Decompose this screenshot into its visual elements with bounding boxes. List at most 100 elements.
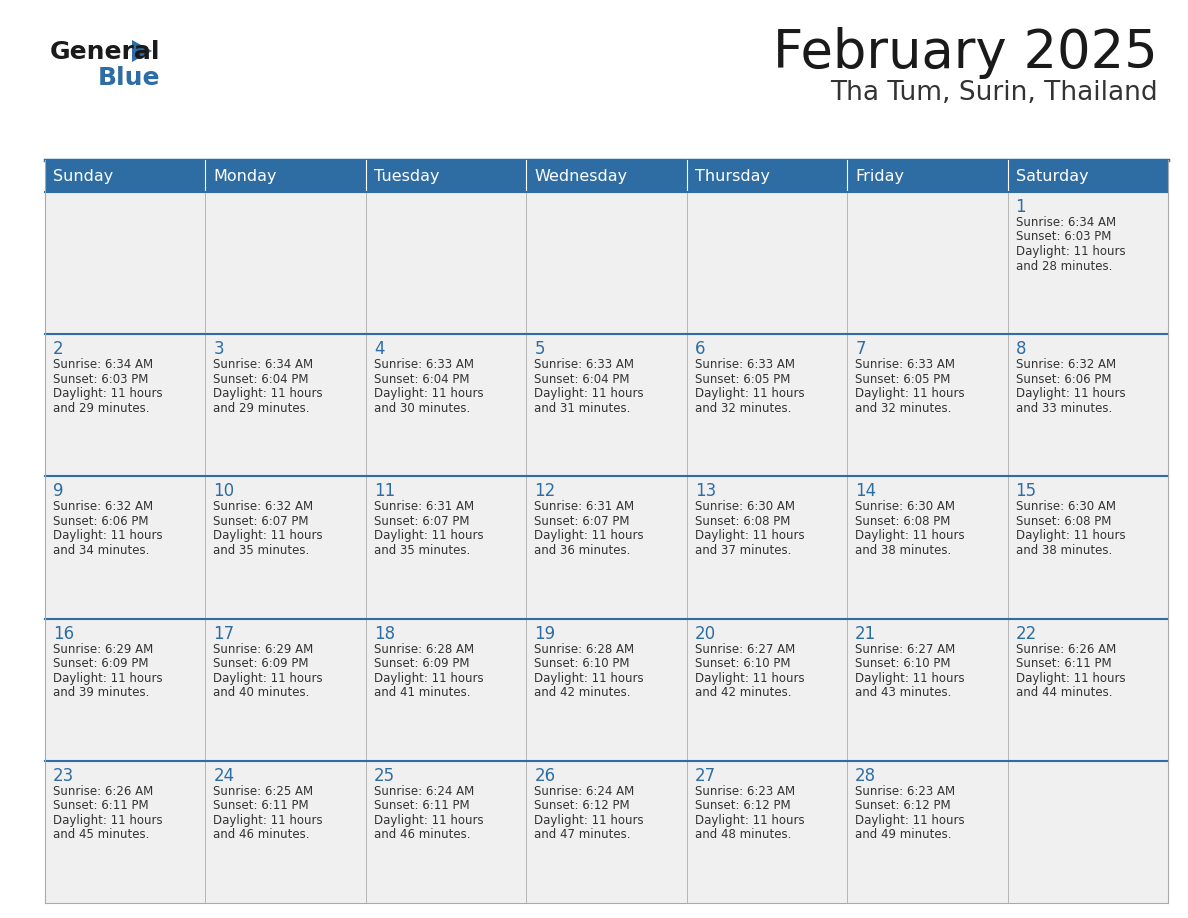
Text: Sunset: 6:09 PM: Sunset: 6:09 PM (53, 657, 148, 670)
Text: Friday: Friday (855, 169, 904, 184)
Text: and 36 minutes.: and 36 minutes. (535, 543, 631, 557)
Text: Sunrise: 6:26 AM: Sunrise: 6:26 AM (1016, 643, 1116, 655)
Text: and 38 minutes.: and 38 minutes. (1016, 543, 1112, 557)
Bar (847, 334, 1007, 476)
Text: Sunrise: 6:29 AM: Sunrise: 6:29 AM (214, 643, 314, 655)
Text: Daylight: 11 hours: Daylight: 11 hours (53, 672, 163, 685)
Text: 8: 8 (1016, 341, 1026, 358)
Text: Sunrise: 6:34 AM: Sunrise: 6:34 AM (1016, 216, 1116, 229)
Text: Sunset: 6:08 PM: Sunset: 6:08 PM (1016, 515, 1111, 528)
Bar (206, 761, 366, 903)
Text: Sunrise: 6:34 AM: Sunrise: 6:34 AM (53, 358, 153, 371)
Text: and 30 minutes.: and 30 minutes. (374, 402, 470, 415)
Text: and 38 minutes.: and 38 minutes. (855, 543, 952, 557)
Text: and 28 minutes.: and 28 minutes. (1016, 260, 1112, 273)
Text: Daylight: 11 hours: Daylight: 11 hours (1016, 245, 1125, 258)
Bar (526, 160, 687, 192)
Text: Thursday: Thursday (695, 169, 770, 184)
Text: Daylight: 11 hours: Daylight: 11 hours (695, 672, 804, 685)
Text: 13: 13 (695, 482, 716, 500)
Text: and 46 minutes.: and 46 minutes. (214, 828, 310, 841)
Text: 24: 24 (214, 767, 234, 785)
Text: 18: 18 (374, 624, 394, 643)
Text: and 47 minutes.: and 47 minutes. (535, 828, 631, 841)
Text: Sunrise: 6:31 AM: Sunrise: 6:31 AM (535, 500, 634, 513)
Text: Sunrise: 6:32 AM: Sunrise: 6:32 AM (53, 500, 153, 513)
Text: Daylight: 11 hours: Daylight: 11 hours (535, 813, 644, 827)
Text: Blue: Blue (97, 66, 160, 90)
Text: Daylight: 11 hours: Daylight: 11 hours (374, 672, 484, 685)
Bar (45, 476, 206, 619)
Text: Daylight: 11 hours: Daylight: 11 hours (1016, 672, 1125, 685)
Text: Sunset: 6:04 PM: Sunset: 6:04 PM (535, 373, 630, 386)
Text: Sunset: 6:12 PM: Sunset: 6:12 PM (855, 800, 950, 812)
Text: Daylight: 11 hours: Daylight: 11 hours (695, 387, 804, 400)
Bar (847, 476, 1007, 619)
Bar (687, 334, 847, 476)
Text: Sunset: 6:07 PM: Sunset: 6:07 PM (535, 515, 630, 528)
Text: 14: 14 (855, 482, 877, 500)
Text: 28: 28 (855, 767, 877, 785)
Text: Sunset: 6:11 PM: Sunset: 6:11 PM (1016, 657, 1111, 670)
Text: and 29 minutes.: and 29 minutes. (53, 402, 150, 415)
Text: Sunrise: 6:29 AM: Sunrise: 6:29 AM (53, 643, 153, 655)
Text: Daylight: 11 hours: Daylight: 11 hours (53, 813, 163, 827)
Text: Sunrise: 6:24 AM: Sunrise: 6:24 AM (374, 785, 474, 798)
Bar (206, 160, 366, 192)
Text: Sunset: 6:11 PM: Sunset: 6:11 PM (53, 800, 148, 812)
Text: 23: 23 (53, 767, 74, 785)
Text: Daylight: 11 hours: Daylight: 11 hours (535, 387, 644, 400)
Text: Tha Tum, Surin, Thailand: Tha Tum, Surin, Thailand (830, 80, 1158, 106)
Text: Sunset: 6:08 PM: Sunset: 6:08 PM (695, 515, 790, 528)
Text: Daylight: 11 hours: Daylight: 11 hours (1016, 387, 1125, 400)
Text: 15: 15 (1016, 482, 1037, 500)
Bar (366, 334, 526, 476)
Text: Sunrise: 6:34 AM: Sunrise: 6:34 AM (214, 358, 314, 371)
Text: 16: 16 (53, 624, 74, 643)
Text: Sunset: 6:12 PM: Sunset: 6:12 PM (695, 800, 790, 812)
Text: Sunset: 6:10 PM: Sunset: 6:10 PM (535, 657, 630, 670)
Bar (366, 192, 526, 334)
Text: Sunrise: 6:23 AM: Sunrise: 6:23 AM (695, 785, 795, 798)
Bar (45, 334, 206, 476)
Text: Sunset: 6:11 PM: Sunset: 6:11 PM (374, 800, 469, 812)
Text: Sunset: 6:10 PM: Sunset: 6:10 PM (695, 657, 790, 670)
Text: Sunset: 6:10 PM: Sunset: 6:10 PM (855, 657, 950, 670)
Text: Sunrise: 6:32 AM: Sunrise: 6:32 AM (1016, 358, 1116, 371)
Text: and 35 minutes.: and 35 minutes. (374, 543, 470, 557)
Text: General: General (50, 40, 160, 64)
Text: February 2025: February 2025 (773, 27, 1158, 79)
Text: Daylight: 11 hours: Daylight: 11 hours (855, 813, 965, 827)
Text: and 31 minutes.: and 31 minutes. (535, 402, 631, 415)
Text: Daylight: 11 hours: Daylight: 11 hours (695, 813, 804, 827)
Bar (366, 619, 526, 761)
Text: and 45 minutes.: and 45 minutes. (53, 828, 150, 841)
Text: Sunset: 6:07 PM: Sunset: 6:07 PM (374, 515, 469, 528)
Text: Sunrise: 6:27 AM: Sunrise: 6:27 AM (855, 643, 955, 655)
Text: Sunrise: 6:32 AM: Sunrise: 6:32 AM (214, 500, 314, 513)
Bar (526, 192, 687, 334)
Text: Sunset: 6:04 PM: Sunset: 6:04 PM (374, 373, 469, 386)
Text: 11: 11 (374, 482, 396, 500)
Text: Sunset: 6:07 PM: Sunset: 6:07 PM (214, 515, 309, 528)
Text: 26: 26 (535, 767, 556, 785)
Text: and 41 minutes.: and 41 minutes. (374, 686, 470, 700)
Text: and 40 minutes.: and 40 minutes. (214, 686, 310, 700)
Text: Sunrise: 6:23 AM: Sunrise: 6:23 AM (855, 785, 955, 798)
Bar (1007, 476, 1168, 619)
Bar (45, 192, 206, 334)
Text: Monday: Monday (214, 169, 277, 184)
Bar (45, 160, 206, 192)
Bar (847, 619, 1007, 761)
Bar (687, 160, 847, 192)
Text: 17: 17 (214, 624, 234, 643)
Text: and 48 minutes.: and 48 minutes. (695, 828, 791, 841)
Text: Tuesday: Tuesday (374, 169, 440, 184)
Text: Daylight: 11 hours: Daylight: 11 hours (695, 530, 804, 543)
Text: 22: 22 (1016, 624, 1037, 643)
Bar (687, 761, 847, 903)
Text: Daylight: 11 hours: Daylight: 11 hours (535, 672, 644, 685)
Text: and 32 minutes.: and 32 minutes. (855, 402, 952, 415)
Text: Daylight: 11 hours: Daylight: 11 hours (374, 530, 484, 543)
Bar (45, 619, 206, 761)
